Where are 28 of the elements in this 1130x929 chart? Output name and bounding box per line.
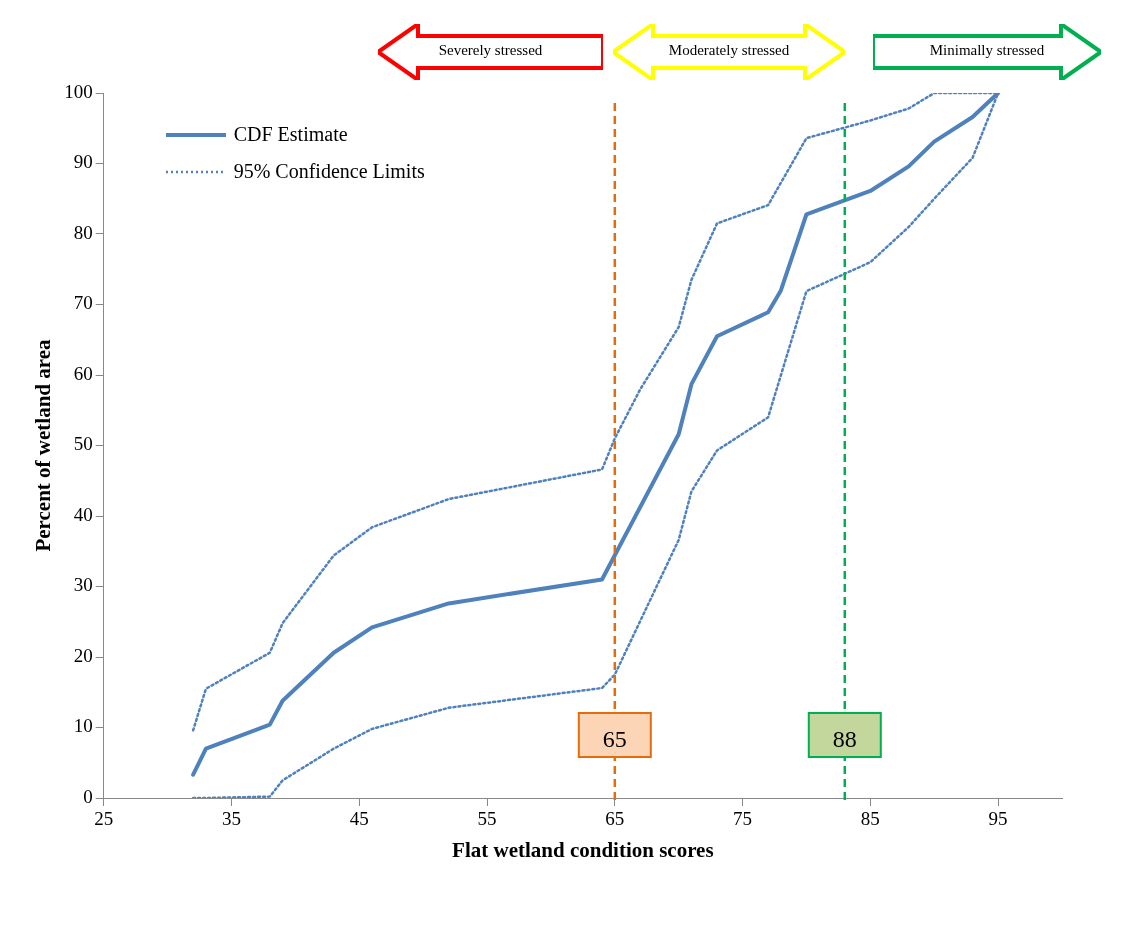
y-tick-label: 20 (73, 644, 93, 666)
y-tick-label: 0 (83, 785, 93, 807)
x-tick-label: 35 (221, 808, 241, 830)
legend-label: CDF Estimate (233, 123, 348, 146)
y-tick-label: 10 (73, 715, 93, 737)
x-axis-title: Flat wetland condition scores (452, 837, 714, 862)
x-tick-label: 65 (605, 808, 625, 830)
y-axis-title: Percent of wetland area (31, 338, 56, 552)
y-tick-label: 100 (64, 80, 93, 102)
x-tick-label: 25 (94, 808, 114, 830)
y-tick-label: 40 (73, 503, 93, 525)
x-tick-label: 75 (733, 808, 753, 830)
legend-label: 95% Confidence Limits (233, 160, 425, 183)
y-tick-label: 60 (73, 362, 93, 384)
y-tick-label: 90 (73, 151, 93, 173)
text: Minimally stressed (928, 42, 1046, 59)
x-tick-label: 85 (860, 808, 880, 830)
text: Severely stressed (437, 42, 544, 59)
text: Moderately stressed (667, 42, 791, 59)
annotation: 88 (832, 726, 857, 753)
y-tick-label: 80 (73, 221, 93, 243)
x-tick-label: 95 (988, 808, 1008, 830)
x-tick-label: 45 (349, 808, 369, 830)
ref-line-label: 65 (602, 726, 627, 753)
y-tick-label: 30 (73, 574, 93, 596)
y-tick-label: 70 (73, 292, 93, 314)
y-tick-label: 50 (73, 433, 93, 455)
x-tick-label: 55 (477, 808, 497, 830)
